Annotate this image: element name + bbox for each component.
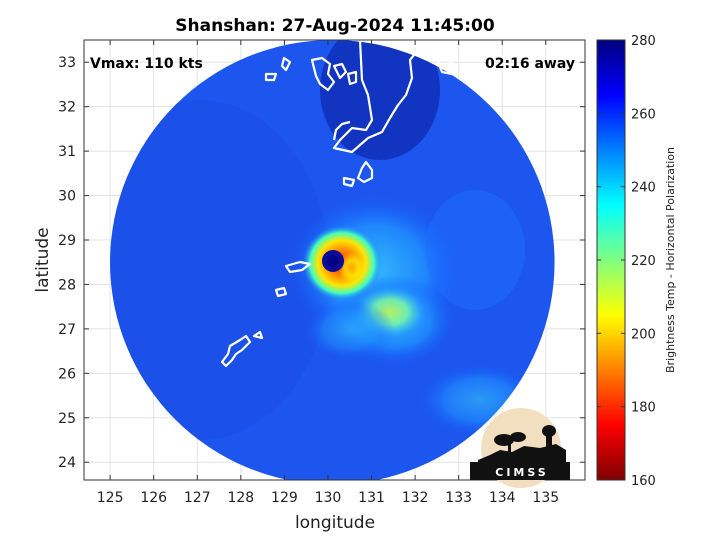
colorbar bbox=[596, 39, 626, 481]
y-tick-label: 26 bbox=[58, 366, 76, 382]
x-tick-label: 133 bbox=[445, 490, 472, 506]
colorbar-tick-label: 240 bbox=[631, 181, 656, 196]
x-tick-label: 134 bbox=[489, 490, 516, 506]
y-tick-label: 29 bbox=[58, 233, 76, 249]
colorbar-ticks: 160 180 200 220 240 260 280 bbox=[597, 34, 656, 489]
intensity-annotation: Vmax: 110 kts bbox=[90, 56, 203, 72]
x-axis-ticks: 125 126 127 128 129 130 131 132 133 134 135 bbox=[97, 40, 559, 506]
x-tick-label: 131 bbox=[358, 490, 385, 506]
colorbar-tick-label: 180 bbox=[631, 401, 656, 416]
cimss-logo: CIMSS bbox=[470, 408, 570, 488]
x-tick-label: 130 bbox=[315, 490, 342, 506]
y-tick-label: 31 bbox=[58, 144, 76, 160]
y-tick-label: 32 bbox=[58, 100, 76, 116]
colorbar-label: Brightness Temp - Horizontal Polarizatio… bbox=[664, 147, 677, 373]
x-tick-label: 127 bbox=[184, 490, 211, 506]
y-tick-label: 25 bbox=[58, 411, 76, 427]
x-tick-label: 129 bbox=[271, 490, 298, 506]
colorbar-tick-label: 280 bbox=[631, 34, 656, 49]
colorbar-tick-label: 220 bbox=[631, 254, 656, 269]
microwave-swath bbox=[110, 40, 555, 480]
x-tick-label: 128 bbox=[227, 490, 254, 506]
y-tick-label: 27 bbox=[58, 322, 76, 338]
logo-text: CIMSS bbox=[495, 466, 548, 479]
x-tick-label: 132 bbox=[402, 490, 429, 506]
colorbar-tick-label: 260 bbox=[631, 107, 656, 122]
y-tick-label: 33 bbox=[58, 55, 76, 71]
y-tick-label: 30 bbox=[58, 189, 76, 205]
x-tick-label: 126 bbox=[140, 490, 167, 506]
y-axis-ticks: 24 25 26 27 28 29 30 31 32 33 bbox=[58, 55, 585, 471]
y-tick-label: 24 bbox=[58, 455, 76, 471]
colorbar-tick-label: 160 bbox=[631, 474, 656, 489]
coastlines bbox=[116, 40, 548, 432]
x-tick-label: 135 bbox=[532, 490, 559, 506]
colorbar-tick-label: 200 bbox=[631, 327, 656, 342]
chart-title: Shanshan: 27-Aug-2024 11:45:00 bbox=[175, 16, 495, 36]
time-offset-annotation: 02:16 away bbox=[485, 56, 575, 72]
y-tick-label: 28 bbox=[58, 277, 76, 293]
x-tick-label: 125 bbox=[97, 490, 124, 506]
axes-frame bbox=[83, 39, 586, 481]
x-axis-label: longitude bbox=[295, 513, 375, 533]
y-axis-label: latitude bbox=[33, 227, 53, 292]
